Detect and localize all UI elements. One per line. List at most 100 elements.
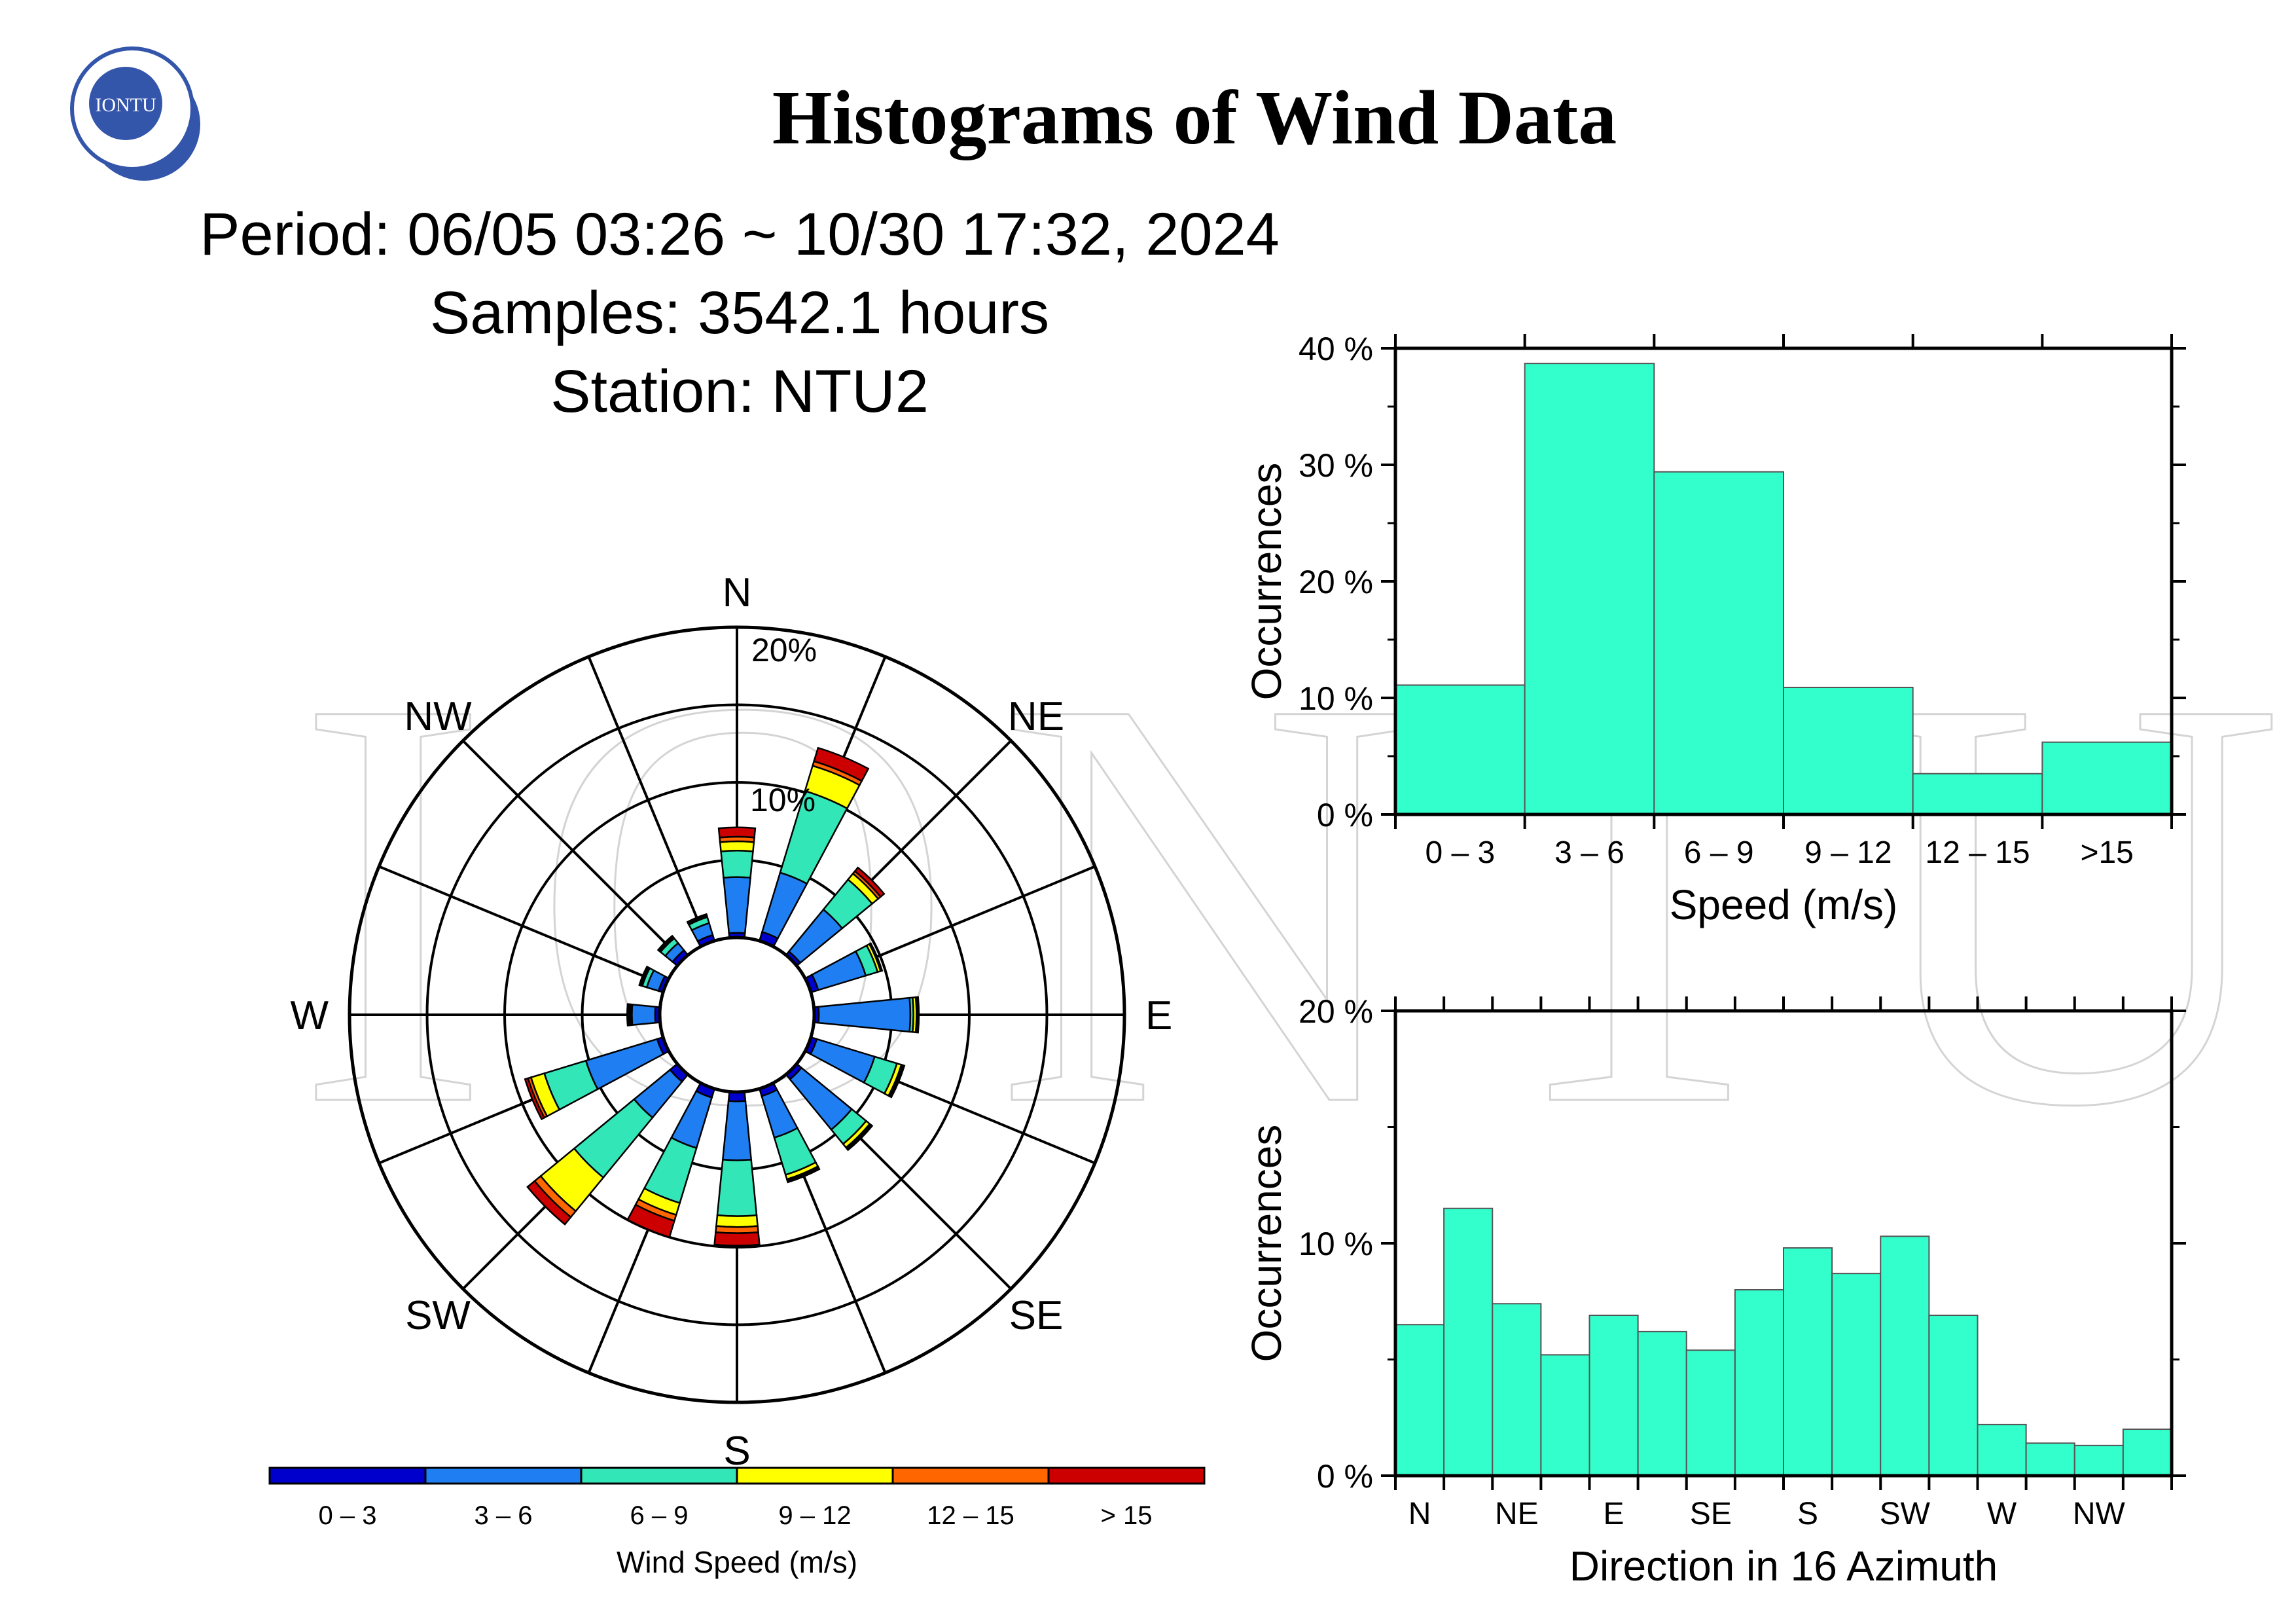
logo-text: IONTU — [95, 94, 156, 116]
speed-hist-xlabel: Speed (m/s) — [1670, 881, 1898, 928]
legend-swatch-4 — [891, 1467, 1050, 1485]
iontu-logo: IONTU — [70, 46, 201, 181]
dir-hist-xtick-label: N — [1408, 1497, 1431, 1531]
rose-wedge-s-bin5 — [713, 1231, 761, 1247]
rose-wedge-sse-bin5 — [786, 1167, 821, 1184]
dir-hist-bar-2 — [1492, 1303, 1542, 1477]
dir-hist-xtick-label: SW — [1880, 1497, 1931, 1531]
rose-wedge-s-bin2 — [716, 1158, 758, 1217]
speed-hist-ytick-label: 0 % — [1317, 797, 1373, 833]
dir-hist-xlabel: Direction in 16 Azimuth — [1570, 1542, 1998, 1590]
rose-ring-label-10: 10% — [750, 782, 816, 818]
rose-compass-nw: NW — [404, 694, 472, 739]
rose-compass-sw: SW — [405, 1293, 471, 1338]
dir-hist-bar-8 — [1783, 1247, 1833, 1476]
rose-compass-e: E — [1145, 993, 1172, 1038]
speed-hist-ytick-label: 30 % — [1299, 447, 1373, 484]
rose-wedge-n-bin1 — [723, 876, 751, 934]
dir-hist-ytick-label: 0 % — [1317, 1458, 1373, 1495]
speed-hist-bar-1 — [1524, 363, 1655, 815]
speed-hist-bar-0 — [1395, 684, 1526, 816]
dir-hist-bar-10 — [1880, 1235, 1930, 1476]
speed-hist-xtick-label: 6 – 9 — [1684, 835, 1754, 870]
dir-hist-bar-11 — [1928, 1315, 1979, 1477]
legend-label-5: > 15 — [1101, 1501, 1153, 1530]
rose-spoke — [378, 865, 666, 987]
rose-wedge-wnw-bin5 — [638, 965, 649, 987]
speed-hist-xtick-label: >15 — [2080, 835, 2133, 870]
rose-spoke — [587, 656, 709, 944]
rose-wedge-s-bin1 — [721, 1100, 753, 1161]
dir-hist-bar-6 — [1685, 1349, 1736, 1477]
dir-hist-xtick-label: NW — [2073, 1497, 2126, 1531]
dir-hist-ytick-label: 10 % — [1299, 1226, 1373, 1262]
rose-compass-n: N — [723, 570, 752, 615]
speed-hist-xtick-label: 3 – 6 — [1554, 835, 1624, 870]
legend-label-2: 6 – 9 — [630, 1501, 689, 1530]
rose-wedge-n-bin5 — [717, 826, 757, 839]
speed-histogram: 0 % 10 % 20 % 30 % 40 % 0 – 3 3 – 6 6 – 9 9 – 12… — [1243, 331, 2186, 928]
rose-compass-s: S — [723, 1429, 750, 1474]
dir-hist-xtick-label: W — [1987, 1497, 2017, 1531]
rose-wedge-w-bin1 — [631, 1003, 656, 1027]
rose-compass-ne: NE — [1008, 694, 1064, 739]
rose-compass-w: W — [290, 993, 329, 1038]
rose-wedge-ne-bin5 — [853, 866, 886, 898]
dir-hist-bar-15 — [2122, 1429, 2172, 1476]
legend-swatch-2 — [580, 1467, 738, 1485]
speed-hist-ytick-label: 40 % — [1299, 331, 1373, 367]
rose-wedge-nnw-bin5 — [686, 913, 708, 924]
rose-wedge-sw-bin5 — [526, 1180, 572, 1226]
dir-hist-xtick-label: E — [1604, 1497, 1624, 1531]
rose-wedge-s-bin3 — [715, 1214, 759, 1228]
direction-histogram: 0 % 10 % 20 % N NE E SE S SW W NW Direction in 16 A… — [1243, 993, 2186, 1590]
speed-hist-xtick-label: 12 – 15 — [1925, 835, 2030, 870]
rose-compass-se: SE — [1009, 1293, 1064, 1338]
dir-hist-bar-3 — [1540, 1354, 1590, 1476]
dir-hist-bar-12 — [1977, 1423, 2027, 1476]
dir-hist-bar-5 — [1637, 1330, 1687, 1477]
page-title: Histograms of Wind Data — [772, 75, 1617, 160]
rose-wedge-ssw-bin5 — [626, 1203, 675, 1239]
dir-hist-ytick-label: 20 % — [1299, 993, 1373, 1030]
rose-wedge-wsw-bin5 — [524, 1077, 546, 1121]
dir-hist-bar-1 — [1443, 1207, 1494, 1476]
rose-inner-circle — [658, 936, 816, 1094]
legend-swatch-3 — [736, 1467, 894, 1485]
logo-disc — [89, 67, 162, 140]
dir-hist-bar-4 — [1588, 1315, 1639, 1477]
rose-wedge-ene-bin5 — [869, 942, 884, 972]
speed-hist-bar-4 — [1912, 773, 2043, 815]
legend-label-0: 0 – 3 — [319, 1501, 377, 1530]
rose-ring-label-20: 20% — [751, 632, 817, 668]
legend-label-4: 12 – 15 — [927, 1501, 1014, 1530]
rose-wedge-e-bin5 — [915, 996, 920, 1034]
rose-wedge-w-bin5 — [626, 1003, 630, 1027]
rose-wedge-se-bin5 — [846, 1123, 874, 1152]
dir-hist-bar-7 — [1734, 1289, 1784, 1476]
legend-swatch-5 — [1047, 1467, 1206, 1485]
dir-hist-xtick-label: S — [1797, 1497, 1818, 1531]
samples-text: Samples: 3542.1 hours — [429, 280, 1050, 346]
legend-swatch-0 — [268, 1467, 427, 1485]
speed-hist-bar-5 — [2041, 741, 2172, 816]
rose-wedge-nw-bin5 — [656, 934, 674, 952]
legend-label-3: 9 – 12 — [778, 1501, 851, 1530]
rose-wedge-ese-bin5 — [889, 1064, 906, 1099]
speed-legend: 0 – 3 3 – 6 6 – 9 9 – 12 12 – 15 > 15 Wind Spe… — [268, 1467, 1206, 1579]
speed-hist-ylabel: Occurrences — [1243, 463, 1290, 701]
speed-hist-bar-3 — [1783, 686, 1914, 815]
dir-hist-bar-13 — [2025, 1442, 2075, 1477]
dir-hist-ylabel: Occurrences — [1243, 1125, 1290, 1362]
period-text: Period: 06/05 03:26 ~ 10/30 17:32, 2024 — [200, 201, 1280, 268]
speed-hist-xtick-label: 0 – 3 — [1425, 835, 1495, 870]
rose-wedge-nne-bin5 — [813, 746, 870, 782]
legend-label-1: 3 – 6 — [475, 1501, 533, 1530]
speed-hist-xtick-label: 9 – 12 — [1804, 835, 1892, 870]
speed-hist-bar-2 — [1653, 471, 1784, 815]
rose-spoke — [461, 739, 683, 961]
wind-rose: 10% 20% N NE E SE S SW W NW — [290, 570, 1172, 1474]
speed-hist-ytick-label: 20 % — [1299, 564, 1373, 600]
legend-swatch-1 — [424, 1467, 583, 1485]
logo-wave — [98, 92, 201, 181]
